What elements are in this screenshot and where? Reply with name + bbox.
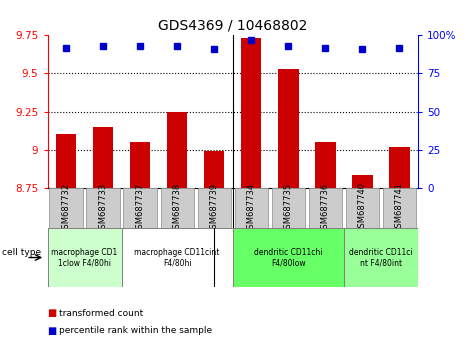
Text: cell type: cell type (2, 248, 41, 257)
Bar (122, 228, 233, 287)
Bar (241, 39, 261, 188)
Text: GSM687736: GSM687736 (321, 182, 330, 234)
Bar (49, 188, 83, 228)
Text: dendritic CD11ci
nt F4/80int: dendritic CD11ci nt F4/80int (349, 248, 413, 267)
Bar (235, 188, 268, 228)
Bar (86, 188, 120, 228)
Bar (56, 134, 76, 188)
Bar (352, 176, 372, 188)
Text: GSM687733: GSM687733 (99, 182, 107, 234)
Bar (161, 188, 194, 228)
Text: dendritic CD11chi
F4/80low: dendritic CD11chi F4/80low (254, 248, 323, 267)
Bar (167, 112, 187, 188)
Text: GSM687732: GSM687732 (62, 182, 70, 234)
Title: GDS4369 / 10468802: GDS4369 / 10468802 (158, 19, 307, 33)
Text: transformed count: transformed count (59, 309, 143, 318)
Text: percentile rank within the sample: percentile rank within the sample (59, 326, 212, 336)
Bar (315, 142, 335, 188)
Bar (344, 228, 418, 287)
Text: ■: ■ (48, 326, 57, 336)
Bar (390, 147, 409, 188)
Text: GSM687738: GSM687738 (173, 182, 181, 234)
Text: GSM687735: GSM687735 (284, 182, 293, 234)
Bar (124, 188, 157, 228)
Bar (48, 228, 122, 287)
Text: macrophage CD11cint
F4/80hi: macrophage CD11cint F4/80hi (134, 248, 220, 267)
Text: GSM687741: GSM687741 (395, 182, 404, 234)
Bar (130, 142, 150, 188)
Bar (383, 188, 416, 228)
Bar (346, 188, 379, 228)
Bar (233, 228, 344, 287)
Text: GSM687734: GSM687734 (247, 182, 256, 234)
Bar (93, 127, 113, 188)
Text: GSM687740: GSM687740 (358, 182, 367, 234)
Bar (198, 188, 231, 228)
Text: macrophage CD1
1clow F4/80hi: macrophage CD1 1clow F4/80hi (51, 248, 118, 267)
Bar (272, 188, 305, 228)
Text: GSM687739: GSM687739 (210, 182, 218, 234)
Bar (278, 69, 298, 188)
Bar (309, 188, 342, 228)
Bar (204, 151, 224, 188)
Text: GSM687737: GSM687737 (136, 182, 144, 234)
Text: ■: ■ (48, 308, 57, 318)
